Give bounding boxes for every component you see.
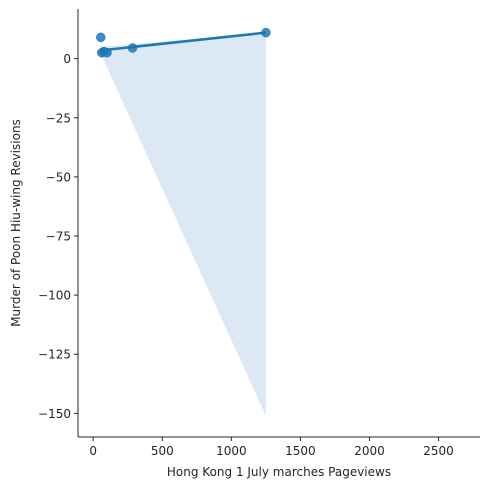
data-point-4 — [103, 48, 112, 57]
x-tick-label: 2000 — [354, 444, 385, 458]
y-tick-label: −100 — [38, 289, 71, 303]
y-tick-label: −50 — [46, 170, 71, 184]
y-tick-label: −75 — [46, 230, 71, 244]
y-tick-label: −150 — [38, 407, 71, 421]
x-tick-label: 0 — [89, 444, 97, 458]
y-tick-label: 0 — [63, 52, 71, 66]
confidence-band — [101, 33, 266, 416]
data-point-5 — [128, 44, 137, 53]
x-tick-label: 1000 — [216, 444, 247, 458]
y-axis-title: Murder of Poon Hiu-wing Revisions — [9, 119, 23, 327]
x-axis-title: Hong Kong 1 July marches Pageviews — [167, 465, 391, 479]
data-point-1 — [96, 33, 105, 42]
x-tick-label: 500 — [151, 444, 174, 458]
x-tick-label: 2500 — [423, 444, 454, 458]
x-tick-label: 1500 — [285, 444, 316, 458]
confidence-band-layer — [101, 33, 266, 416]
y-tick-label: −125 — [38, 348, 71, 362]
data-point-6 — [261, 28, 270, 37]
y-tick-label: −25 — [46, 111, 71, 125]
